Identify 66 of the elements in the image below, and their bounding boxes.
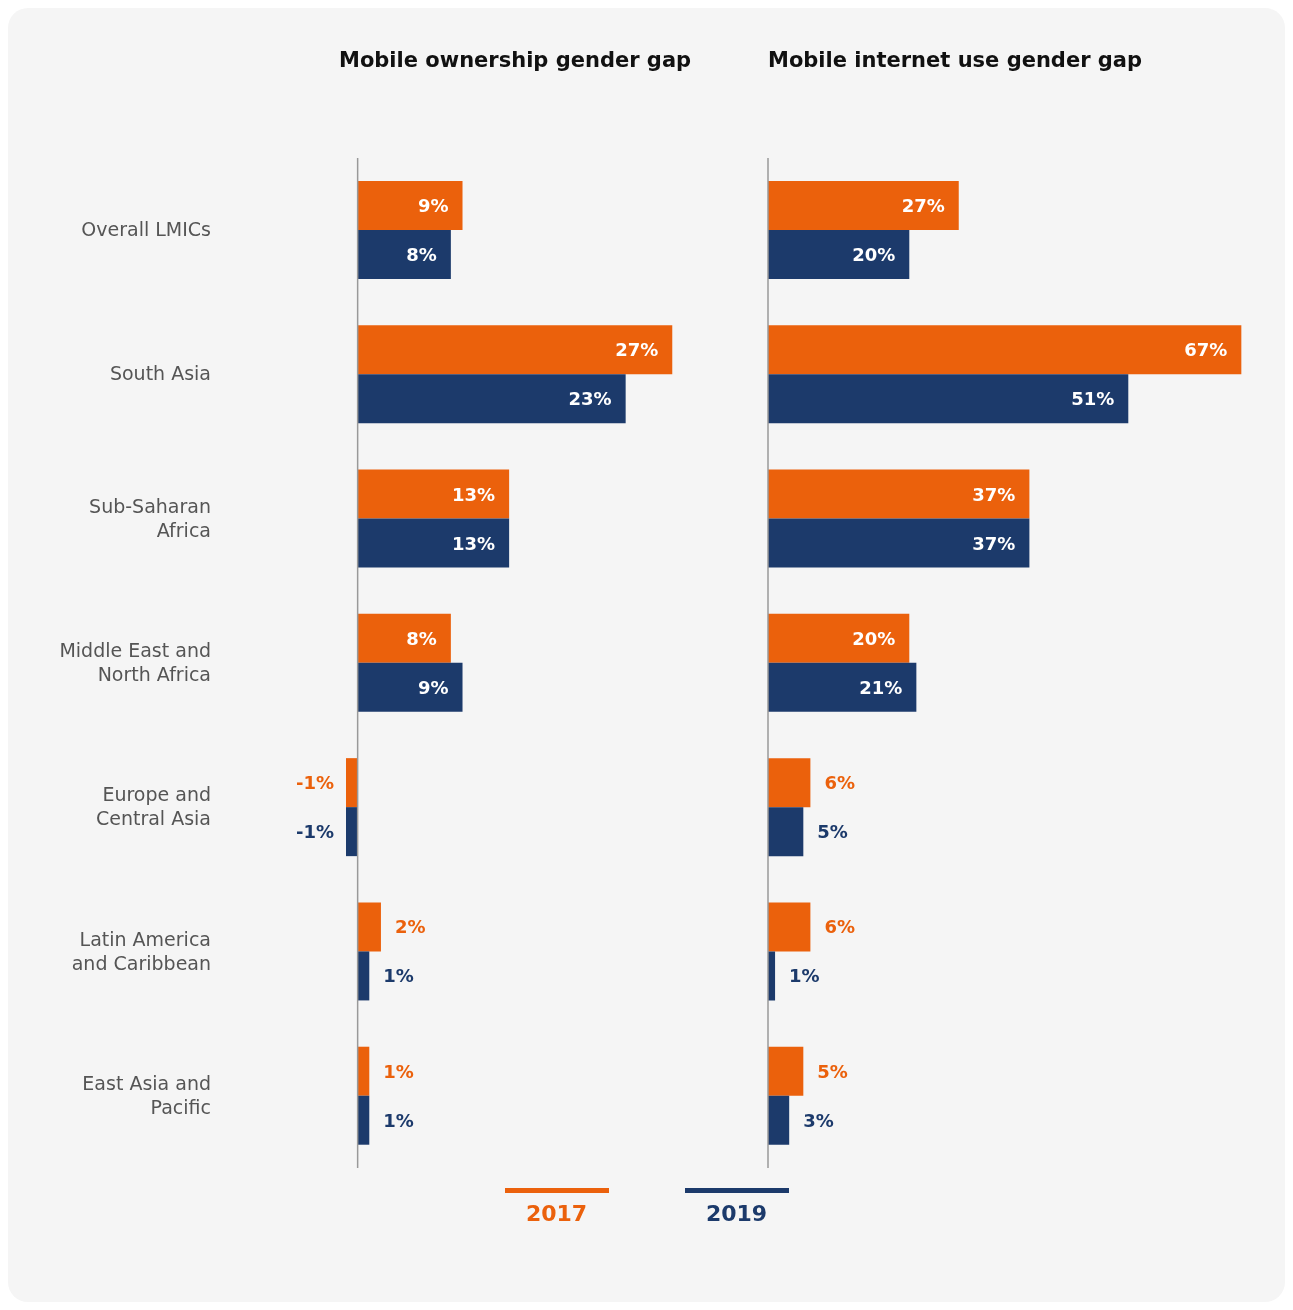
y-tick-label: Middle East and North Africa — [59, 638, 211, 685]
data-label: 37% — [972, 532, 1016, 554]
data-label: 8% — [406, 244, 437, 265]
bar — [768, 613, 910, 663]
bar — [768, 1095, 790, 1145]
bar — [768, 807, 804, 857]
legend-label: 2017 — [524, 1201, 589, 1226]
data-label: 13% — [452, 532, 496, 554]
data-label: 5% — [817, 821, 848, 843]
bar — [357, 613, 451, 663]
bar — [768, 325, 1242, 375]
data-label: 21% — [859, 676, 903, 698]
data-label: -1% — [295, 772, 334, 794]
y-tick-label: Europe and Central Asia — [95, 782, 211, 829]
data-label: 37% — [972, 483, 1016, 505]
bar — [357, 230, 451, 279]
y-tick-label: Sub-Saharan Africa — [89, 494, 211, 541]
data-label: 1% — [789, 965, 820, 987]
chart-title: Mobile internet use gender gap — [768, 48, 1143, 72]
data-label: 27% — [615, 339, 659, 361]
bar — [357, 325, 673, 375]
bar — [357, 1046, 370, 1096]
bar — [357, 181, 463, 230]
data-label: 13% — [452, 483, 496, 505]
data-label: 6% — [824, 916, 855, 938]
bar — [768, 902, 811, 952]
data-label: 51% — [1071, 388, 1115, 410]
data-label: 20% — [852, 244, 896, 265]
bar — [345, 758, 358, 808]
data-label: 9% — [417, 195, 449, 216]
bar — [768, 518, 1030, 568]
bar — [768, 181, 959, 230]
data-label: -1% — [295, 821, 334, 843]
data-label: 3% — [803, 1109, 834, 1131]
data-label: 5% — [817, 1060, 848, 1082]
chart-title: Mobile ownership gender gap — [339, 48, 692, 72]
bar — [357, 518, 510, 568]
data-label: 67% — [1184, 339, 1228, 361]
data-label: 1% — [383, 1109, 414, 1131]
bar — [357, 469, 510, 519]
data-label: 20% — [852, 627, 896, 649]
bar — [768, 1046, 804, 1096]
data-label: 2% — [394, 916, 426, 938]
legend-label: 2019 — [704, 1201, 769, 1226]
bar — [768, 374, 1129, 424]
data-label: 6% — [824, 772, 855, 794]
y-tick-label: South Asia — [109, 361, 211, 384]
data-label: 1% — [383, 1060, 414, 1082]
bar — [768, 758, 811, 808]
bar — [357, 902, 381, 952]
y-tick-label: Latin America and Caribbean — [71, 927, 211, 974]
bar — [357, 662, 463, 712]
y-tick-label: Overall LMICs — [81, 217, 211, 240]
bar — [357, 374, 626, 424]
data-label: 1% — [383, 965, 414, 987]
bar — [345, 807, 358, 857]
bar — [768, 469, 1030, 519]
data-label: 27% — [901, 195, 945, 216]
y-tick-label: East Asia and Pacific — [82, 1071, 211, 1118]
bar — [357, 1095, 370, 1145]
bar — [768, 662, 917, 712]
data-label: 8% — [406, 627, 437, 649]
bar — [357, 951, 370, 1001]
data-label: 9% — [417, 676, 449, 698]
data-label: 23% — [568, 388, 612, 410]
bar — [768, 230, 910, 279]
